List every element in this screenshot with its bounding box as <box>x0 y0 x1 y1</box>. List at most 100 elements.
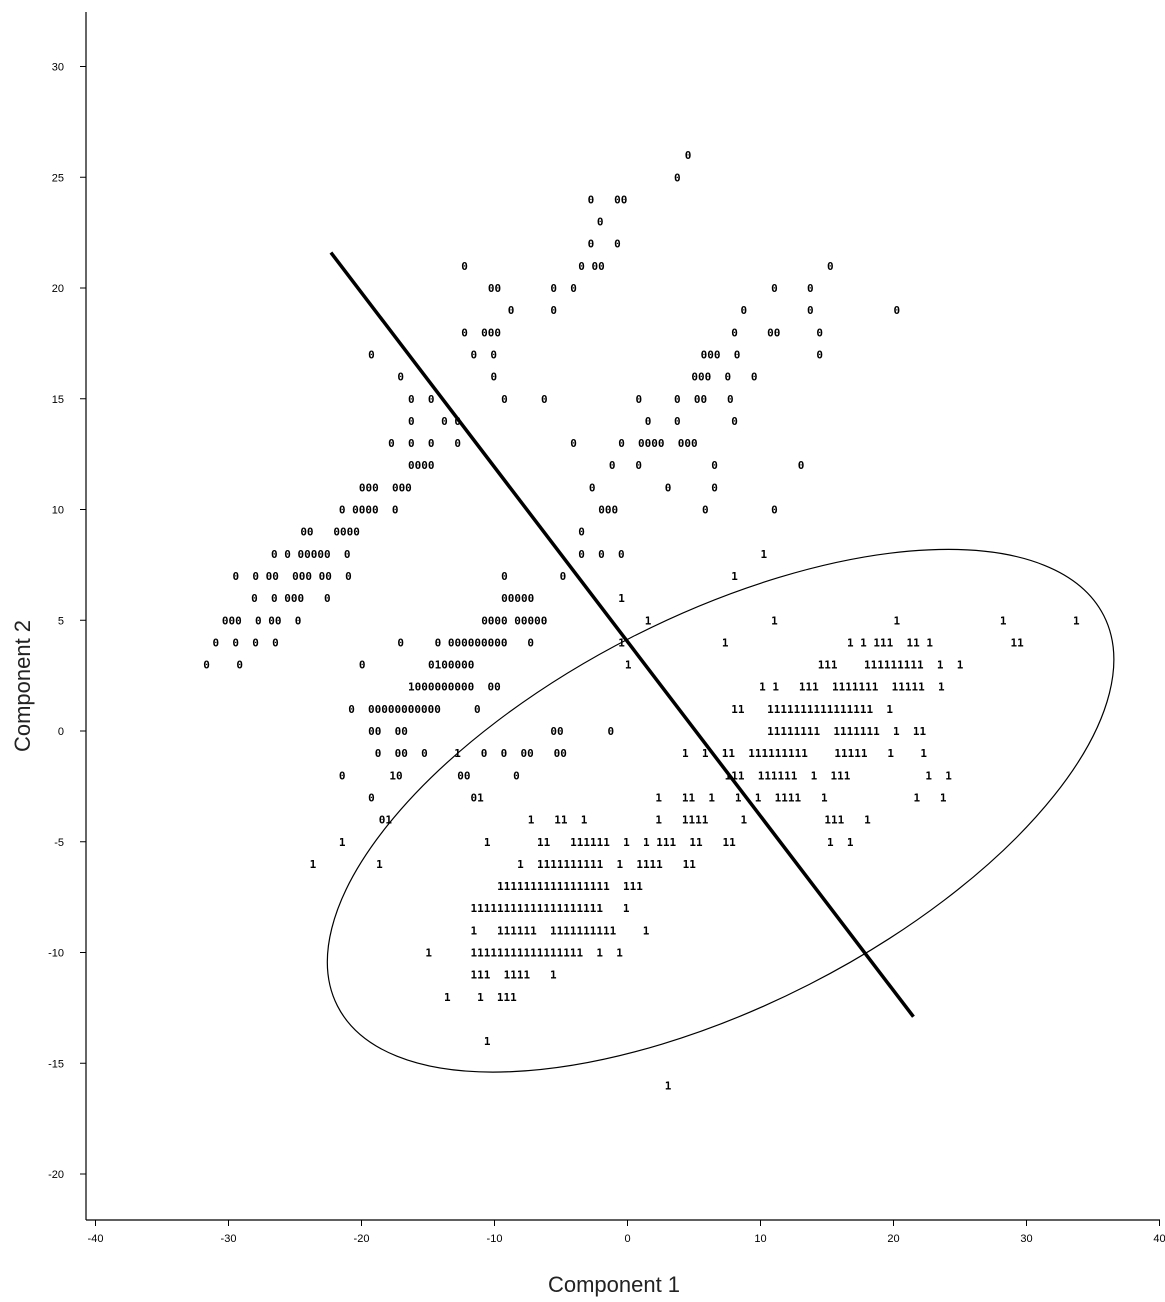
x-tick-label: -40 <box>88 1233 104 1245</box>
data-point-row: 1 <box>894 614 901 627</box>
data-point-row: 00 <box>488 282 501 295</box>
y-tick-label: -5 <box>54 837 64 849</box>
data-point-row: 0 <box>711 459 718 472</box>
data-point-row: 0 <box>807 282 814 295</box>
y-tick-label: 5 <box>58 615 64 627</box>
data-point-row: 0 <box>339 769 346 782</box>
data-point-row: 0 <box>827 260 834 273</box>
data-point-row: 0 <box>665 481 672 494</box>
data-point-row: 0 <box>461 260 468 273</box>
data-point-row: 1 <box>645 614 652 627</box>
confidence-ellipse <box>326 548 1115 1073</box>
x-tick-label: 0 <box>624 1233 630 1245</box>
data-point-row: 0 <box>578 526 585 539</box>
overlays <box>326 251 1115 1073</box>
data-point-row: 0 0 <box>408 393 435 406</box>
data-point-row: 0 <box>368 791 375 804</box>
y-tick-label: -10 <box>48 948 64 960</box>
x-tick-label: -20 <box>354 1233 370 1245</box>
data-point-row: 1 <box>731 570 738 583</box>
data-point-row: 0 <box>771 504 778 517</box>
data-point-row: 0 0 <box>471 348 498 361</box>
data-point-row: 1 <box>618 592 625 605</box>
data-point-row: 0 <box>807 304 814 317</box>
data-point-row: 00000 <box>501 592 534 605</box>
data-point-row: 0 <box>816 348 823 361</box>
data-point-row: 01 <box>471 791 485 804</box>
y-tick-label: -20 <box>48 1169 64 1181</box>
data-point-row: 0 <box>513 769 520 782</box>
data-point-row: 0000 00000 <box>481 614 547 627</box>
y-tick-label: 0 <box>58 726 64 738</box>
axes <box>85 12 1160 1221</box>
data-point-row: 1 <box>484 1035 491 1048</box>
data-point-row: 0 <box>368 348 375 361</box>
data-point-row: 0 0 <box>588 238 621 251</box>
data-point-row: 0 00 0 <box>674 393 734 406</box>
data-point-row: 1 1 <box>925 769 952 782</box>
data-point-row: 0 <box>771 282 778 295</box>
data-point-row: 0 <box>711 481 718 494</box>
data-point-row: 00 00 <box>368 725 408 738</box>
data-point-row: 0 <box>359 659 366 672</box>
data-point-row: 0 <box>541 393 548 406</box>
data-point-row: 11111111111111111111 1 <box>471 902 630 915</box>
data-point-row: 0 0 00000 0 <box>271 548 350 561</box>
data-point-row: 1 1 111 11 1 <box>847 636 933 649</box>
x-tick-label: 20 <box>887 1233 899 1245</box>
y-tick-label: -15 <box>48 1058 64 1070</box>
data-point-row: 0 <box>550 304 557 317</box>
data-point-row: 1 <box>1073 614 1080 627</box>
data-point-row: 0 <box>560 570 567 583</box>
data-point-row: 00 <box>457 769 470 782</box>
data-point-row: 0 0 000 0 <box>251 592 330 605</box>
data-point-row: 0 0 00 000 00 0 <box>232 570 351 583</box>
data-point-row: 0 00000000000 0 <box>348 703 480 716</box>
data-point-row: 0 <box>508 304 515 317</box>
data-point-row: 000 0 00 0 <box>222 614 301 627</box>
data-point-row: 0 0000 0 <box>339 504 399 517</box>
data-point-row: 0 <box>608 725 615 738</box>
data-point-row: 1 <box>425 947 432 960</box>
data-point-row: 1 <box>722 636 729 649</box>
data-point-row: 1 1 111 1111111 11111 1 <box>759 681 945 694</box>
data-point-row: 0 <box>894 304 901 317</box>
x-tick-label: 30 <box>1020 1233 1032 1245</box>
data-point-row: 1 11 1 <box>528 814 588 827</box>
data-point-row: 00 <box>767 326 780 339</box>
data-point-row: 0 <box>798 459 805 472</box>
data-point-row: 111 1111 1 <box>471 969 557 982</box>
data-point-row: 1 1111 <box>655 814 708 827</box>
y-tick-label: 20 <box>52 283 64 295</box>
data-point-row: 1 <box>484 836 491 849</box>
data-point-row: 0 <box>674 415 681 428</box>
x-axis-title: Component 1 <box>548 1272 680 1297</box>
data-point-row: 0 0 0 <box>408 415 461 428</box>
data-point-row: 0 0000 000 <box>618 437 697 450</box>
data-point-row: 00 0000 <box>300 526 360 539</box>
data-point-row: 000 000 <box>359 481 412 494</box>
data-point-row: 111 111111111 1 1 <box>818 659 964 672</box>
data-point-row: 1 <box>761 548 768 561</box>
data-point-row: 0 <box>491 371 498 384</box>
data-point-row: 111 1 <box>824 814 871 827</box>
data-point-row: 0 <box>501 570 508 583</box>
discriminant-line <box>329 251 915 1018</box>
data-point-row: 0 <box>702 504 709 517</box>
data-point-row: 11 111111 1 1 111 11 11 <box>537 836 736 849</box>
data-point-row: 1 <box>665 1079 672 1092</box>
data-point-row: 0 <box>731 415 738 428</box>
data-point-row: 0 <box>570 437 577 450</box>
data-point-row: 1 <box>1000 614 1007 627</box>
data-point-row: 000 0 0 <box>691 371 757 384</box>
y-tick-label: 30 <box>52 62 64 74</box>
data-point-row: 0 <box>731 326 738 339</box>
y-tick-label: 25 <box>52 172 64 184</box>
data-point-row: 1 <box>625 659 632 672</box>
data-point-row: 1111111111111111 1 <box>767 703 893 716</box>
data-point-row: 11 <box>731 703 745 716</box>
data-point-row: 0 <box>597 216 604 229</box>
data-point-row: 0 <box>501 393 508 406</box>
